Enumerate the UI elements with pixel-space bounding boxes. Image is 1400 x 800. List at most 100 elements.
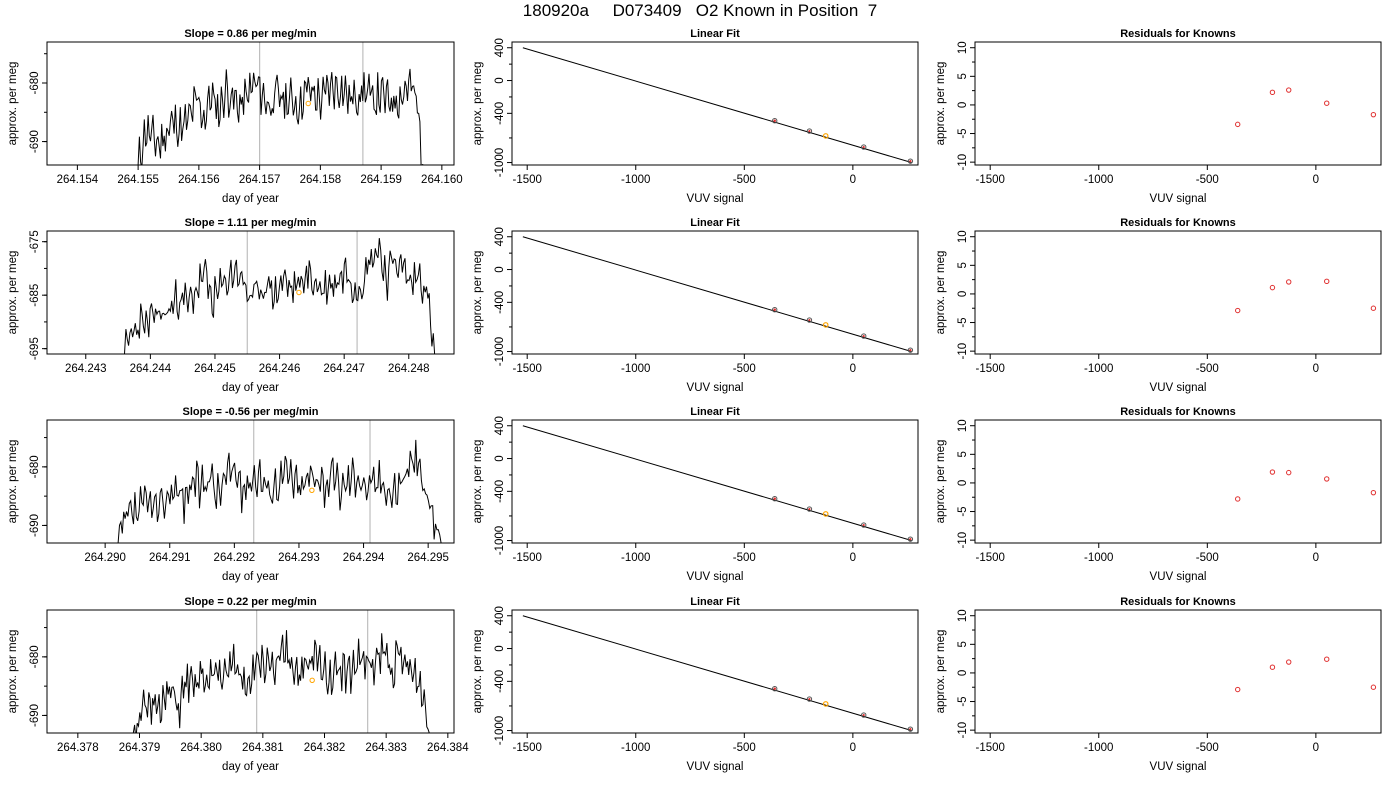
residual-point — [1370, 305, 1377, 311]
residual-point — [1269, 469, 1276, 475]
y-tick-label: 5 — [957, 451, 969, 457]
x-tick-label: -1500 — [975, 552, 1004, 564]
highlight-point — [309, 677, 315, 683]
y-tick-label: -1000 — [494, 148, 506, 177]
known-point — [806, 317, 813, 323]
x-tick-label: 264.381 — [242, 742, 284, 754]
x-axis-label: VUV signal — [1150, 193, 1207, 205]
y-tick-label: -400 — [494, 480, 506, 503]
residuals-2: Residuals for Knowns -1500 -1000 -500 0 10 5 0 -… — [935, 217, 1382, 394]
known-point-center — [909, 538, 912, 541]
x-axis-label: VUV signal — [1150, 761, 1207, 773]
y-tick-label: -680 — [29, 645, 41, 668]
panel-title: Linear Fit — [690, 217, 740, 229]
x-tick-label: 0 — [850, 552, 856, 564]
residual-point — [1324, 100, 1330, 106]
data-trace — [137, 68, 424, 165]
known-point-center — [909, 349, 912, 352]
x-tick-label: -500 — [1196, 174, 1219, 186]
y-axis-label: approx. per meg — [935, 251, 947, 335]
highlight-point — [822, 701, 829, 707]
y-tick-label: 0 — [494, 77, 506, 83]
known-point — [907, 536, 914, 542]
x-tick-label: -1000 — [1084, 552, 1113, 564]
plot-area — [522, 236, 914, 353]
x-axis-label: VUV signal — [687, 571, 744, 583]
known-point-center — [808, 129, 811, 133]
y-tick-label: 5 — [957, 641, 969, 647]
known-point-center — [909, 160, 912, 163]
known-point-center — [808, 507, 811, 511]
y-tick-label: -5 — [957, 506, 969, 516]
y-tick-label: 10 — [957, 609, 969, 622]
plot-frame — [974, 230, 1382, 355]
y-axis-label: approx. per meg — [935, 62, 947, 146]
x-tick-label: 264.243 — [65, 363, 107, 375]
known-point — [861, 144, 867, 150]
known-point — [907, 158, 914, 164]
residuals-1: Residuals for Knowns -1500 -1000 -500 0 10 5 0 -… — [935, 28, 1382, 205]
x-tick-label: 264.295 — [407, 552, 449, 564]
y-tick-label: 0 — [957, 291, 969, 297]
known-point — [907, 726, 914, 732]
data-trace — [117, 439, 442, 543]
known-point-center — [862, 713, 865, 717]
panel-title: Linear Fit — [690, 28, 740, 40]
x-axis-label: VUV signal — [687, 761, 744, 773]
x-tick-label: -1500 — [512, 363, 541, 375]
known-point — [806, 128, 813, 134]
y-tick-label: -5 — [957, 317, 969, 327]
known-point-center — [773, 119, 776, 122]
linear-fit-2: Linear Fit -1500 -1000 -500 0 400 0 -400 -1000 VU… — [472, 217, 919, 394]
highlight-point — [822, 322, 829, 328]
time-series-4: Slope = 0.22 per meg/min 264.378 264.379 26… — [7, 596, 469, 773]
x-axis-label: day of year — [222, 382, 279, 394]
time-series-3: Slope = -0.56 per meg/min 264.290 264.291 2… — [7, 406, 455, 583]
known-point-center — [773, 308, 776, 311]
x-axis-label: VUV signal — [687, 382, 744, 394]
x-tick-label: 264.290 — [84, 552, 126, 564]
plot-area — [522, 425, 914, 542]
residual-point — [1286, 469, 1292, 476]
x-tick-label: 264.156 — [178, 174, 220, 186]
y-axis-label: approx. per meg — [7, 630, 19, 714]
residual-point — [1324, 476, 1330, 482]
panel-title: Residuals for Knowns — [1120, 217, 1236, 229]
x-tick-label: 264.154 — [57, 174, 99, 186]
x-tick-label: 264.159 — [360, 174, 402, 186]
plot-frame — [511, 419, 919, 544]
plot-area — [124, 231, 436, 354]
panel-title: Residuals for Knowns — [1120, 406, 1236, 418]
plot-frame — [974, 609, 1382, 734]
known-point — [861, 522, 867, 528]
y-axis-label: approx. per meg — [472, 440, 484, 524]
x-tick-label: 264.293 — [278, 552, 320, 564]
x-axis-label: VUV signal — [1150, 382, 1207, 394]
x-tick-label: -1500 — [512, 742, 541, 754]
x-tick-label: 264.246 — [259, 363, 301, 375]
y-tick-label: 0 — [494, 455, 506, 461]
panel-title: Linear Fit — [690, 596, 740, 608]
x-tick-label: -1000 — [621, 742, 650, 754]
plot-area — [1235, 87, 1377, 128]
highlight-point — [309, 487, 315, 493]
x-tick-label: 264.160 — [421, 174, 463, 186]
x-axis-label: VUV signal — [687, 193, 744, 205]
known-point — [861, 333, 867, 339]
x-tick-label: -1500 — [975, 363, 1004, 375]
y-tick-label: 400 — [494, 416, 506, 435]
x-tick-label: -500 — [1196, 552, 1219, 564]
linear-fit-1: Linear Fit -1500 -1000 -500 0 400 0 -400 -1000 VU… — [472, 28, 919, 205]
plot-frame — [46, 419, 455, 544]
x-tick-label: 264.155 — [117, 174, 159, 186]
x-tick-label: 264.382 — [304, 742, 346, 754]
residual-point — [1370, 489, 1377, 496]
x-tick-label: 264.292 — [214, 552, 256, 564]
known-point — [861, 712, 867, 718]
y-tick-label: -680 — [29, 71, 41, 94]
linear-fit-4: Linear Fit -1500 -1000 -500 0 400 0 -400 -1000 VU… — [472, 596, 919, 773]
y-tick-label: -10 — [957, 343, 969, 360]
x-tick-label: -1000 — [1084, 742, 1113, 754]
residual-point — [1269, 664, 1276, 670]
y-tick-label: -5 — [957, 696, 969, 706]
